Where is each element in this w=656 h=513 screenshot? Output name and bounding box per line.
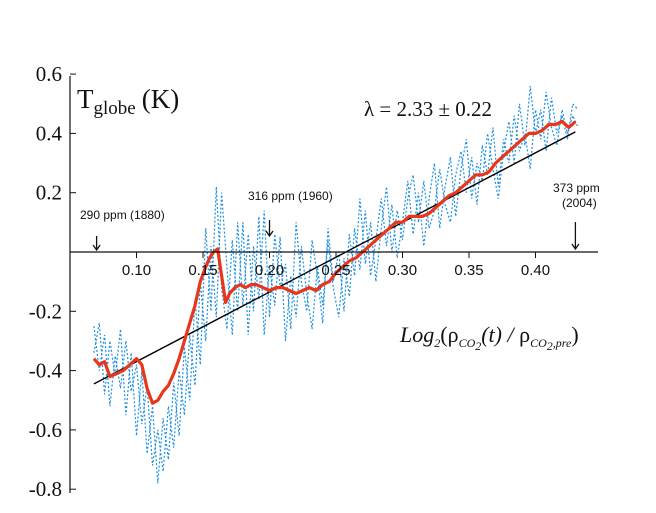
marker-label: 290 ppm (1880): [80, 208, 165, 222]
x-tick-label: 0.10: [122, 262, 151, 279]
marker-arrow-head: [92, 244, 101, 252]
x-tick-label: 0.40: [521, 262, 550, 279]
x-tick-label: 0.35: [454, 262, 483, 279]
series-smoothed: [92, 119, 577, 405]
series-fit: [93, 131, 576, 385]
y-tick-label: -0.4: [29, 359, 63, 383]
axes-layer: [69, 76, 598, 493]
x-tick-label: 0.30: [388, 262, 417, 279]
y-tick-label: -0.6: [29, 418, 62, 442]
x-tick-label: 0.15: [188, 262, 217, 279]
marker-label-2: (2004): [562, 196, 597, 210]
chart-title: Tglobe (K): [77, 84, 179, 119]
y-tick-label: -0.2: [29, 299, 62, 323]
series-layer: [92, 85, 579, 484]
marker-label: 373 ppm: [553, 181, 600, 195]
marker-arrow-head: [571, 243, 580, 251]
markers-layer: 290 ppm (1880) 316 ppm (1960) 373 ppm(2004…: [80, 181, 600, 252]
marker-label: 316 ppm (1960): [248, 189, 333, 203]
x-tick-label: 0.20: [255, 262, 284, 279]
y-tick-label: -0.8: [29, 477, 62, 501]
y-tick-label: 0.6: [36, 62, 62, 86]
y-tick-label: 0.4: [36, 121, 63, 145]
x-tick-label: 0.25: [321, 262, 350, 279]
series-annual-b: [93, 91, 579, 484]
y-tick-label: 0.2: [36, 181, 62, 205]
series-annual-a: [93, 85, 579, 472]
ticks-layer: 0.6 0.4 0.2 -0.2 -0.4 -0.6 -0.8 0.10 0.15 0.20 0.2…: [29, 62, 550, 501]
chart-title-subscript: globe: [94, 98, 136, 119]
chart-title-unit: (K): [142, 84, 179, 114]
x-axis-label: Log2(ρCO2(t) / ρCO2,pre): [399, 322, 579, 353]
marker-arrow-head: [265, 230, 274, 238]
lambda-annotation: λ = 2.33 ± 0.22: [364, 97, 492, 121]
